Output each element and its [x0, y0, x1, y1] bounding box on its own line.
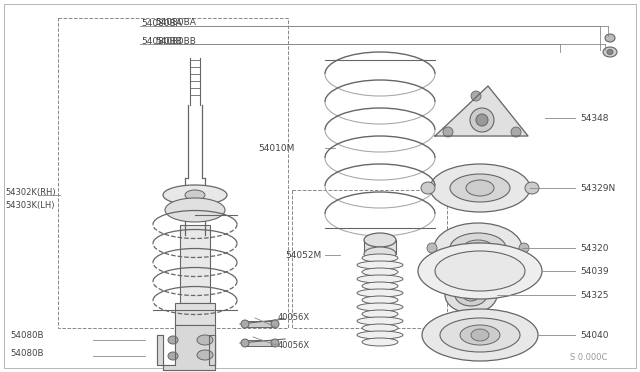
Ellipse shape — [357, 317, 403, 325]
Bar — [245, 321, 275, 327]
Text: 54302K(RH): 54302K(RH) — [5, 187, 56, 196]
Ellipse shape — [197, 335, 213, 345]
Ellipse shape — [434, 223, 522, 273]
Ellipse shape — [443, 127, 453, 137]
Ellipse shape — [476, 114, 488, 126]
Text: 40056X: 40056X — [278, 314, 310, 323]
Ellipse shape — [450, 233, 506, 263]
Ellipse shape — [460, 325, 500, 345]
Text: 54010M: 54010M — [259, 144, 295, 153]
Bar — [180, 225, 210, 303]
Ellipse shape — [271, 339, 279, 347]
Ellipse shape — [362, 296, 398, 304]
Ellipse shape — [241, 339, 249, 347]
Text: 54325: 54325 — [580, 291, 609, 299]
Ellipse shape — [364, 233, 396, 247]
Ellipse shape — [168, 336, 178, 344]
Text: 54303K(LH): 54303K(LH) — [5, 201, 54, 209]
Ellipse shape — [362, 324, 398, 332]
Ellipse shape — [455, 284, 487, 306]
Ellipse shape — [605, 34, 615, 42]
Ellipse shape — [427, 243, 437, 253]
Ellipse shape — [364, 247, 396, 261]
Ellipse shape — [471, 91, 481, 101]
Ellipse shape — [519, 243, 529, 253]
Text: 54080B: 54080B — [10, 331, 44, 340]
Text: 54080BB: 54080BB — [155, 36, 196, 45]
Ellipse shape — [357, 289, 403, 297]
Bar — [58, 18, 288, 328]
Ellipse shape — [470, 108, 494, 132]
Ellipse shape — [357, 331, 403, 339]
Text: 54080BA: 54080BA — [155, 17, 196, 26]
Ellipse shape — [471, 329, 489, 341]
Text: 54320: 54320 — [580, 244, 609, 253]
Text: 54039: 54039 — [580, 266, 609, 276]
Ellipse shape — [357, 261, 403, 269]
Ellipse shape — [445, 277, 497, 313]
Text: 54052M: 54052M — [285, 250, 322, 260]
Ellipse shape — [185, 190, 205, 200]
Bar — [292, 190, 447, 328]
Ellipse shape — [511, 127, 521, 137]
Polygon shape — [435, 86, 528, 136]
Text: S 0.000C: S 0.000C — [570, 353, 607, 362]
Bar — [245, 340, 275, 346]
Ellipse shape — [362, 282, 398, 290]
Ellipse shape — [435, 251, 525, 291]
Ellipse shape — [450, 174, 510, 202]
Ellipse shape — [470, 243, 486, 253]
Ellipse shape — [362, 310, 398, 318]
Ellipse shape — [163, 185, 227, 205]
Ellipse shape — [607, 49, 613, 55]
Ellipse shape — [422, 309, 538, 361]
Ellipse shape — [271, 320, 279, 328]
Text: 54080BB: 54080BB — [141, 36, 182, 45]
Ellipse shape — [362, 268, 398, 276]
Ellipse shape — [463, 240, 493, 256]
Ellipse shape — [525, 182, 539, 194]
Text: 54040: 54040 — [580, 330, 609, 340]
Text: 54348: 54348 — [580, 113, 609, 122]
Text: 54080B: 54080B — [10, 349, 44, 357]
Ellipse shape — [362, 338, 398, 346]
Ellipse shape — [357, 303, 403, 311]
Ellipse shape — [418, 243, 542, 299]
Ellipse shape — [466, 180, 494, 196]
Ellipse shape — [603, 47, 617, 57]
Ellipse shape — [357, 275, 403, 283]
Ellipse shape — [440, 318, 520, 352]
Text: 40056X: 40056X — [278, 340, 310, 350]
Bar — [364, 240, 396, 254]
Ellipse shape — [362, 254, 398, 262]
Bar — [175, 303, 215, 325]
Text: 54080BA: 54080BA — [141, 19, 182, 28]
Ellipse shape — [421, 182, 435, 194]
Ellipse shape — [168, 352, 178, 360]
Polygon shape — [157, 325, 215, 370]
Ellipse shape — [430, 164, 530, 212]
Ellipse shape — [165, 198, 225, 222]
Text: 54329N: 54329N — [580, 183, 615, 192]
Ellipse shape — [241, 320, 249, 328]
Ellipse shape — [463, 289, 479, 301]
Ellipse shape — [197, 350, 213, 360]
